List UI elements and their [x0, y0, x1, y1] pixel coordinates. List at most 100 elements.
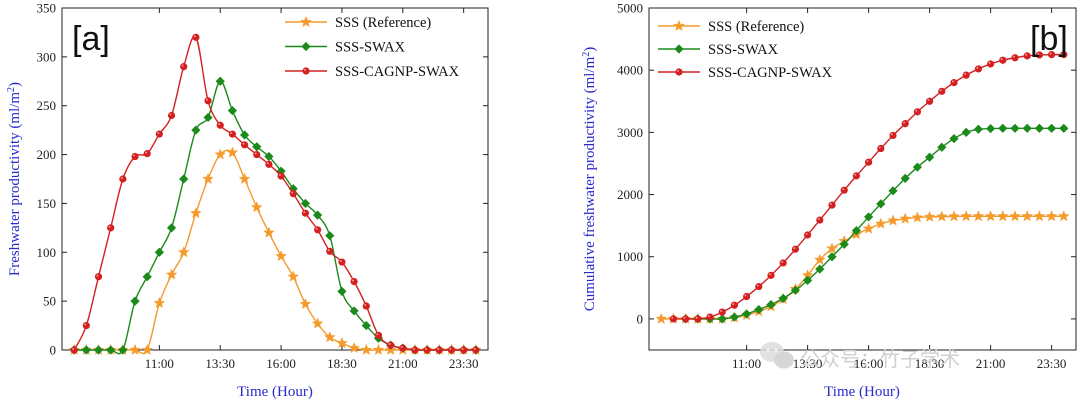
data-point-b-2-shine — [805, 232, 808, 235]
data-point-b-1 — [778, 293, 788, 303]
data-point-a-2-shine — [218, 123, 221, 126]
data-point-b-2 — [913, 108, 922, 116]
data-point-a-2 — [216, 121, 224, 129]
data-point-a-1 — [118, 345, 128, 355]
data-point-b-0 — [1057, 210, 1070, 222]
data-point-b-2 — [974, 65, 983, 73]
y-tick-label-b: 3000 — [617, 125, 643, 140]
data-point-b-1 — [729, 312, 739, 322]
data-point-a-0 — [177, 246, 190, 258]
data-point-b-0 — [862, 222, 875, 234]
data-point-b-2-shine — [976, 66, 979, 69]
data-point-a-2 — [143, 149, 151, 158]
data-point-a-2 — [326, 247, 334, 255]
y-tick-label-b: 5000 — [617, 1, 643, 16]
data-point-a-2-shine — [437, 347, 440, 350]
data-point-a-2-shine — [205, 98, 208, 101]
data-point-b-0 — [655, 312, 668, 324]
data-point-a-1 — [227, 106, 237, 116]
data-point-b-2-shine — [1049, 52, 1052, 55]
plot-frame-a — [61, 7, 489, 351]
data-point-a-2 — [460, 346, 468, 354]
data-point-b-2-shine — [1012, 55, 1015, 58]
legend-label-a-2: SSS-CAGNP-SWAX — [335, 64, 460, 80]
data-point-a-1 — [191, 125, 201, 135]
data-point-a-0 — [141, 343, 154, 355]
data-point-a-2 — [411, 346, 419, 354]
data-point-a-1 — [313, 210, 323, 220]
data-point-a-2-shine — [181, 64, 184, 67]
data-point-a-2 — [107, 224, 115, 232]
data-point-b-2-shine — [890, 133, 893, 136]
data-point-b-0 — [960, 210, 973, 222]
data-point-b-2 — [694, 315, 702, 323]
legend-label-b-0: SSS (Reference) — [708, 19, 804, 35]
data-point-b-2 — [938, 87, 946, 95]
data-point-a-2 — [435, 346, 443, 354]
data-point-a-2-shine — [352, 279, 355, 282]
data-point-a-2-shine — [145, 151, 148, 154]
data-point-b-2-shine — [842, 188, 845, 191]
y-tick-label-a: 150 — [37, 196, 57, 211]
data-point-a-1 — [325, 231, 335, 241]
x-tick-label-b: 11:00 — [732, 356, 761, 371]
data-point-a-2 — [155, 130, 163, 138]
data-point-b-0 — [1009, 210, 1021, 222]
data-point-b-1 — [839, 239, 849, 249]
data-point-a-1 — [93, 345, 104, 355]
data-point-b-1 — [1047, 123, 1057, 133]
data-point-b-0 — [1045, 210, 1058, 222]
data-point-a-2-shine — [388, 343, 391, 346]
data-point-a-2 — [338, 258, 346, 266]
data-point-a-0 — [275, 250, 287, 262]
data-point-a-2 — [265, 160, 273, 168]
series-layer-a — [68, 33, 482, 355]
data-point-b-2-shine — [768, 273, 771, 276]
y-tick-label-b: 2000 — [617, 187, 643, 202]
data-point-b-1 — [1022, 123, 1032, 133]
data-point-b-2 — [816, 216, 824, 224]
data-point-b-2 — [1011, 54, 1019, 62]
data-point-b-0 — [935, 210, 948, 222]
data-point-a-2 — [277, 172, 285, 180]
x-tick-label-a: 16:00 — [266, 356, 296, 371]
data-point-a-2 — [374, 331, 383, 339]
data-point-b-2-shine — [744, 294, 747, 297]
data-point-b-2-shine — [878, 146, 881, 149]
data-point-a-0 — [299, 297, 312, 310]
data-point-a-0 — [323, 331, 336, 343]
data-point-b-2-shine — [707, 314, 710, 317]
data-point-a-2-shine — [473, 347, 476, 350]
data-point-a-1 — [361, 320, 371, 331]
data-point-b-2-shine — [1025, 53, 1028, 56]
data-point-a-0 — [263, 226, 275, 238]
data-point-b-2 — [669, 315, 678, 323]
data-point-b-2-shine — [793, 247, 796, 250]
data-point-a-2-shine — [72, 347, 75, 350]
y-tick-label-a: 200 — [37, 147, 57, 162]
data-point-a-2-shine — [169, 113, 172, 116]
data-point-a-2-shine — [157, 131, 160, 134]
data-point-a-2 — [82, 321, 90, 330]
data-point-b-2 — [755, 282, 763, 291]
data-point-a-2 — [119, 175, 127, 183]
data-point-a-1 — [81, 345, 91, 355]
y-tick-label-a: 350 — [37, 1, 57, 16]
x-axis-title-b: Time (Hour) — [824, 384, 900, 400]
data-point-a-2-shine — [84, 323, 87, 326]
data-point-b-1 — [961, 127, 971, 137]
legend-label-a-1: SSS-SWAX — [335, 40, 406, 56]
data-point-a-2-shine — [254, 152, 257, 155]
data-point-b-1 — [851, 226, 861, 236]
data-point-a-2 — [387, 341, 395, 349]
data-point-a-2 — [301, 209, 310, 217]
data-point-a-0 — [348, 341, 360, 354]
data-point-b-1 — [742, 309, 752, 319]
data-point-a-2-shine — [425, 347, 428, 350]
data-point-a-0 — [311, 317, 324, 329]
data-point-a-2 — [289, 190, 297, 198]
x-tick-label-a: 21:00 — [388, 356, 418, 371]
x-tick-label-a: 11:00 — [145, 356, 174, 371]
panel-label-b: [b] — [1030, 20, 1068, 58]
data-point-a-2 — [253, 150, 261, 159]
